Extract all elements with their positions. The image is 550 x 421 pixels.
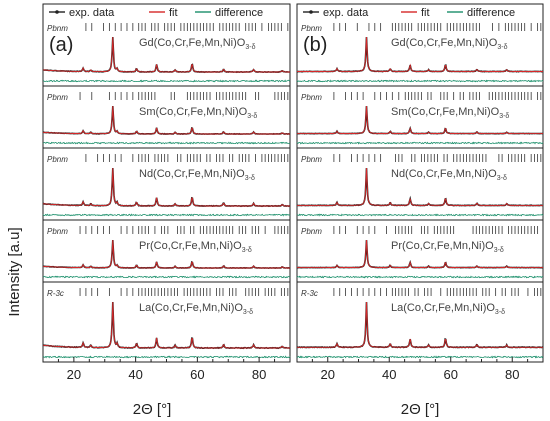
difference-series [42,355,291,359]
legend-marker [55,10,59,14]
bragg-ticks [85,154,289,162]
difference-series [296,141,544,145]
x-tick-label: 40 [382,367,396,382]
fit-series [297,167,543,206]
phase-label: Pbnm [301,24,322,33]
difference-series [42,141,291,145]
bragg-ticks [79,226,289,234]
compound-label: Nd(Co,Cr,Fe,Mn,Ni)O3-δ [391,168,507,182]
bragg-ticks [333,288,542,296]
subplot-1: Pbnm Sm(Co,Cr,Fe,Mn,Ni)O3-δ [296,85,544,145]
compound-label: Pr(Co,Cr,Fe,Mn,Ni)O3-δ [139,240,252,254]
fit-series [42,105,290,135]
legend: exp. data fit difference [303,7,515,19]
x-axis-title-a: 2Θ [°] [133,401,172,418]
difference-series [296,79,544,83]
subplot-3: Pbnm Pr(Co,Cr,Fe,Mn,Ni)O3-δ [42,219,291,279]
phase-label: Pbnm [47,93,68,102]
bragg-ticks [85,23,289,31]
compound-label: Pr(Co,Cr,Fe,Mn,Ni)O3-δ [391,240,504,254]
subplot-4: R-3c La(Co,Cr,Fe,Mn,Ni)O3-δ [296,281,544,359]
compound-label: Gd(Co,Cr,Fe,Mn,Ni)O3-δ [391,37,508,51]
subplot-0: Pbnm Gd(Co,Cr,Fe,Mn,Ni)O3-δ [43,23,291,83]
subplot-4: R-3c La(Co,Cr,Fe,Mn,Ni)O3-δ [42,281,291,359]
phase-label: R-3c [47,289,64,298]
phase-label: Pbnm [47,155,68,164]
phase-label: Pbnm [301,93,322,102]
legend-label-2: difference [467,7,515,19]
compound-label: Nd(Co,Cr,Fe,Mn,Ni)O3-δ [139,168,255,182]
difference-series [42,275,291,279]
subplot-0: Pbnm Gd(Co,Cr,Fe,Mn,Ni)O3-δ [296,23,544,83]
legend-marker [309,10,313,14]
legend-label-1: fit [169,7,178,19]
difference-series [43,79,291,83]
x-tick-label: 60 [444,367,458,382]
subplot-1: Pbnm Sm(Co,Cr,Fe,Mn,Ni)O3-δ [42,85,291,145]
phase-label: Pbnm [47,24,68,33]
fit-series [43,36,290,73]
panel-label: (a) [49,34,73,56]
compound-subscript: 3-δ [247,113,257,120]
legend-label-0: exp. data [69,7,115,19]
compound-subscript: 3-δ [243,309,253,316]
compound-subscript: 3-δ [494,247,504,254]
x-axis-title-b: 2Θ [°] [401,401,440,418]
fit-series [42,301,290,349]
panel-label: (b) [303,34,327,56]
compound-label: La(Co,Cr,Fe,Mn,Ni)O3-δ [391,302,505,316]
x-axis: 20 40 60 80 [296,357,544,382]
panel-b: exp. data fit difference(b)PbnmGd(Co,Cr,Fe… [296,3,544,382]
bragg-ticks [79,92,289,100]
bragg-ticks [333,226,539,234]
compound-label: Sm(Co,Cr,Fe,Mn,Ni)O3-δ [139,106,257,120]
fit-series [297,239,543,269]
bragg-ticks [333,154,542,162]
bragg-ticks [333,92,542,100]
subplot-3: Pbnm Pr(Co,Cr,Fe,Mn,Ni)O3-δ [296,219,544,279]
compound-subscript: 3-δ [499,113,509,120]
phase-label: R-3c [301,289,318,298]
compound-subscript: 3-δ [245,175,255,182]
x-tick-label: 40 [128,367,142,382]
y-axis-title: Intensity [a.u] [6,227,23,316]
panels: exp. data fit difference(a)PbnmGd(Co,Cr,Fe… [42,3,544,382]
fit-series [42,239,290,269]
legend-label-1: fit [421,7,430,19]
x-tick-label: 80 [505,367,519,382]
bragg-ticks [79,288,289,296]
phase-label: Pbnm [47,227,68,236]
x-tick-label: 20 [321,367,335,382]
x-tick-label: 20 [67,367,81,382]
x-tick-label: 60 [190,367,204,382]
subplot-2: Pbnm Nd(Co,Cr,Fe,Mn,Ni)O3-δ [296,147,544,217]
compound-subscript: 3-δ [497,175,507,182]
compound-label: La(Co,Cr,Fe,Mn,Ni)O3-δ [139,302,253,316]
phase-label: Pbnm [301,227,322,236]
bragg-ticks [333,23,542,31]
difference-series [296,275,544,279]
phase-label: Pbnm [301,155,322,164]
fit-series [297,301,543,348]
compound-subscript: 3-δ [495,309,505,316]
fit-series [42,167,290,207]
panel-a: exp. data fit difference(a)PbnmGd(Co,Cr,Fe… [42,3,291,382]
difference-series [296,213,544,217]
fit-series [297,105,543,135]
compound-subscript: 3-δ [242,247,252,254]
legend: exp. data fit difference [49,7,263,19]
compound-subscript: 3-δ [497,44,507,51]
x-tick-label: 80 [252,367,266,382]
x-axis: 20 40 60 80 [42,357,291,382]
fit-series [297,36,543,72]
difference-series [42,213,291,217]
legend-label-0: exp. data [323,7,369,19]
compound-subscript: 3-δ [245,44,255,51]
compound-label: Gd(Co,Cr,Fe,Mn,Ni)O3-δ [139,37,256,51]
subplot-2: Pbnm Nd(Co,Cr,Fe,Mn,Ni)O3-δ [42,147,291,217]
compound-label: Sm(Co,Cr,Fe,Mn,Ni)O3-δ [391,106,509,120]
difference-series [296,355,544,359]
legend-label-2: difference [215,7,263,19]
